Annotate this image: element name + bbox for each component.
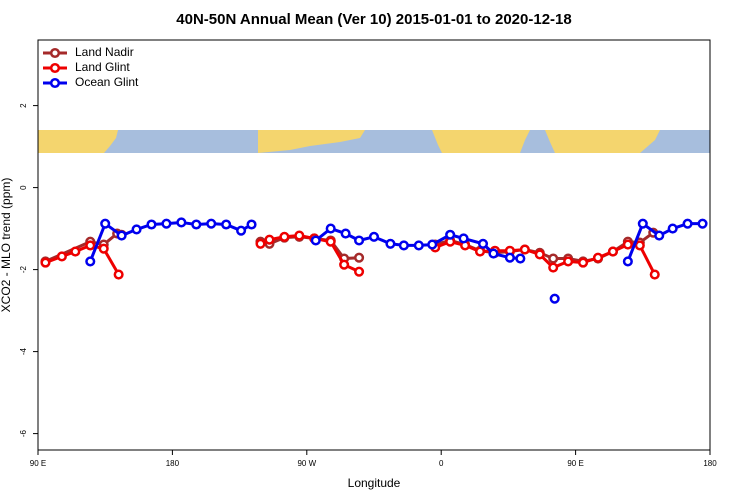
point <box>354 235 365 246</box>
point <box>549 293 560 304</box>
point <box>176 217 187 228</box>
point <box>667 223 678 234</box>
legend-marker <box>49 47 61 59</box>
legend-marker <box>49 62 61 74</box>
x-axis-label: Longitude <box>348 476 401 490</box>
y-tick-label: 0 <box>19 185 28 190</box>
point <box>477 238 489 249</box>
point <box>325 236 336 247</box>
point <box>340 228 351 239</box>
point <box>427 239 438 250</box>
point <box>488 248 499 259</box>
point <box>191 219 202 230</box>
point <box>578 257 589 268</box>
point <box>519 244 530 255</box>
point <box>515 253 526 264</box>
point <box>310 235 321 246</box>
point <box>116 230 127 241</box>
point <box>264 234 275 245</box>
point <box>697 218 708 229</box>
point <box>85 256 96 267</box>
point <box>682 218 693 229</box>
x-tick-label: 180 <box>166 459 180 468</box>
point <box>398 240 409 251</box>
point <box>634 240 645 251</box>
x-tick-label: 90 W <box>297 459 316 468</box>
point <box>161 218 172 229</box>
point <box>654 230 665 241</box>
point <box>246 219 257 230</box>
point <box>458 233 469 244</box>
point <box>113 269 124 280</box>
chart-title: 40N-50N Annual Mean (Ver 10) 2015-01-01 … <box>176 11 571 28</box>
y-tick-label: -2 <box>19 265 28 273</box>
y-tick-label: -4 <box>19 347 28 355</box>
x-tick-label: 0 <box>439 459 444 468</box>
point <box>339 259 350 270</box>
legend-label: Ocean Glint <box>75 75 139 89</box>
point <box>146 219 157 230</box>
legend-label: Land Nadir <box>75 45 134 59</box>
point <box>56 251 67 262</box>
point <box>98 243 109 254</box>
x-tick-label: 90 E <box>30 459 46 468</box>
point <box>354 252 365 263</box>
point <box>548 253 559 264</box>
point <box>85 240 96 251</box>
y-tick-label: 2 <box>19 103 28 108</box>
point <box>548 262 559 273</box>
point <box>504 252 515 263</box>
point <box>279 231 290 242</box>
point <box>131 224 142 235</box>
x-tick-label: 90 E <box>567 459 583 468</box>
point <box>637 218 648 229</box>
point <box>221 219 232 230</box>
point <box>622 256 633 267</box>
point <box>445 229 456 240</box>
y-tick-label: -6 <box>19 429 28 437</box>
point <box>354 266 365 277</box>
plot-frame <box>37 39 711 451</box>
legend-marker <box>49 77 61 89</box>
y-axis-label: XCO2 - MLO trend (ppm) <box>0 178 13 313</box>
point <box>622 239 633 250</box>
series-line <box>44 234 657 276</box>
point <box>385 238 396 249</box>
point <box>563 256 574 267</box>
point <box>70 246 81 257</box>
point <box>206 218 217 229</box>
point <box>294 230 305 241</box>
point <box>474 246 486 257</box>
legend-label: Land Glint <box>75 60 130 74</box>
x-tick-label: 180 <box>703 459 717 468</box>
point <box>40 257 51 268</box>
point <box>413 240 424 251</box>
point <box>534 249 545 260</box>
point <box>368 231 380 242</box>
point <box>236 225 247 236</box>
point <box>592 252 604 263</box>
point <box>100 218 111 229</box>
point <box>325 223 336 234</box>
map-strip <box>38 130 710 153</box>
point <box>607 246 618 257</box>
point <box>255 238 266 249</box>
point <box>649 269 660 280</box>
